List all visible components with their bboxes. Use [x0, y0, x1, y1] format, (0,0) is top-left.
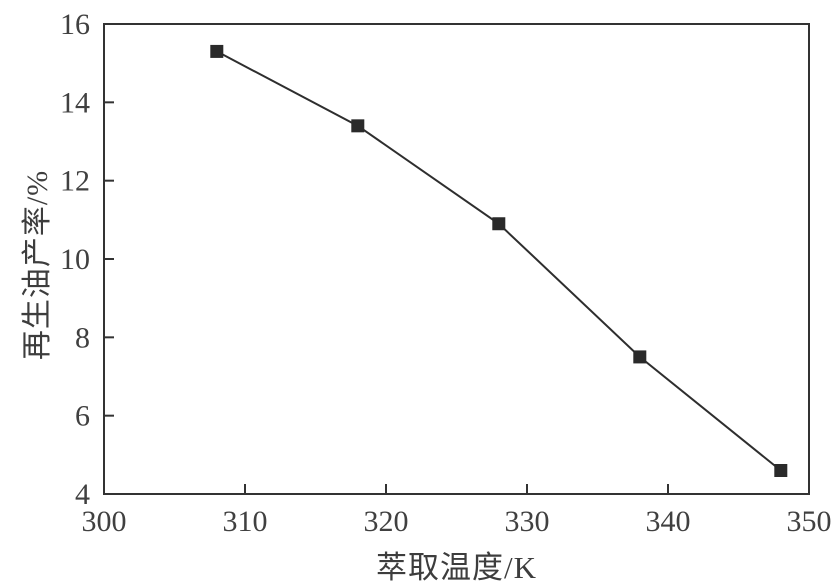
- plot-border: [103, 23, 810, 495]
- y-axis-title: 再生油产率/%: [21, 169, 54, 361]
- data-point-marker: [633, 350, 647, 364]
- x-tick-label: 330: [505, 505, 550, 538]
- data-point-marker: [351, 119, 365, 133]
- x-tick-label: 340: [646, 505, 691, 538]
- data-point-marker: [210, 44, 224, 58]
- y-tick-label: 12: [60, 165, 90, 198]
- y-tick-label: 8: [75, 321, 90, 354]
- y-tick-label: 16: [60, 8, 90, 41]
- data-point-marker: [492, 217, 506, 231]
- x-axis-title: 萃取温度/K: [376, 550, 537, 585]
- x-tick-label: 300: [82, 505, 127, 538]
- y-tick-label: 14: [60, 86, 90, 119]
- y-tick-label: 4: [75, 478, 90, 511]
- y-tick-label: 6: [75, 400, 90, 433]
- x-tick-label: 310: [223, 505, 268, 538]
- x-tick-label: 320: [364, 505, 409, 538]
- y-tick-label: 10: [60, 243, 90, 276]
- data-point-marker: [774, 464, 788, 477]
- x-tick-label: 350: [787, 505, 832, 538]
- data-line: [216, 50, 782, 472]
